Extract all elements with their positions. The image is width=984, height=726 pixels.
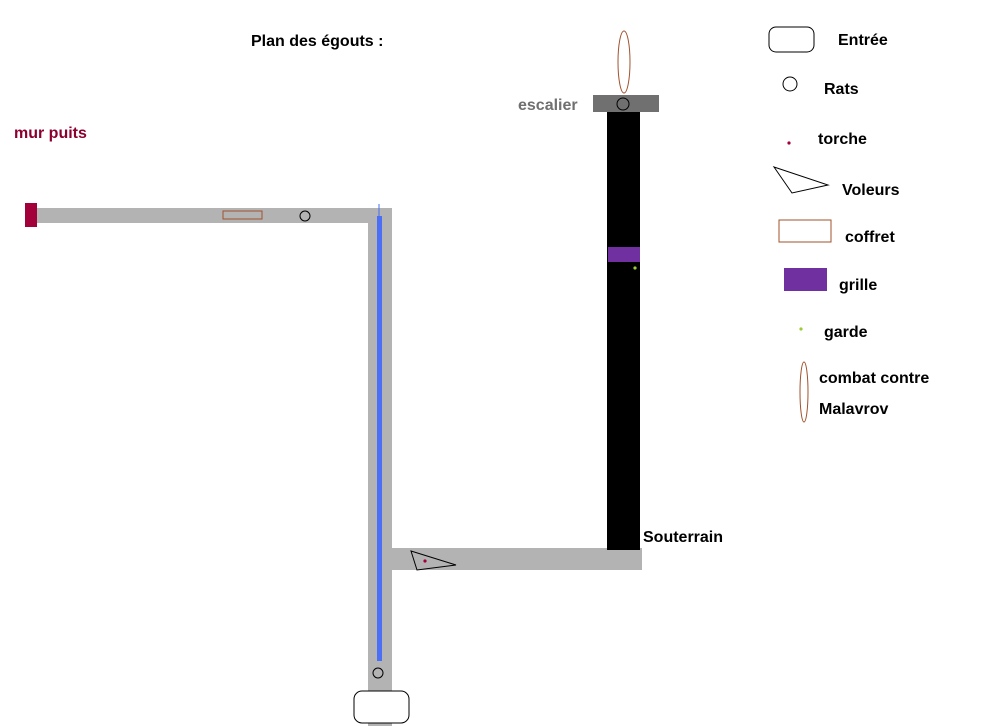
legend-rats-label: Rats bbox=[824, 81, 859, 98]
legend-chest-icon bbox=[778, 219, 832, 243]
dark-tunnel bbox=[607, 110, 640, 550]
legend-torch-label: torche bbox=[818, 131, 867, 148]
corridor-lower bbox=[392, 548, 642, 570]
legend-guard-icon bbox=[799, 327, 803, 331]
stairs-label: escalier bbox=[518, 97, 578, 114]
legend-grate-label: grille bbox=[839, 277, 878, 294]
water-channel bbox=[377, 216, 382, 661]
corridor-top bbox=[30, 208, 392, 223]
rat-map-2 bbox=[372, 667, 384, 679]
legend-boss-label-line2: Malavrov bbox=[819, 401, 889, 418]
legend-boss-label-line1: combat contre bbox=[819, 370, 930, 387]
rat-map-1 bbox=[299, 210, 311, 222]
legend-grate-icon bbox=[784, 268, 827, 291]
map-title: Plan des égouts : bbox=[251, 33, 384, 50]
legend-torch-icon bbox=[787, 141, 791, 145]
stairs-block bbox=[593, 95, 659, 112]
grate-map bbox=[608, 247, 640, 262]
wall-well-label: mur puits bbox=[14, 125, 87, 142]
legend-chest-label: coffret bbox=[845, 229, 895, 246]
guard-map bbox=[633, 266, 637, 270]
legend-boss-icon bbox=[799, 361, 809, 423]
well-wall bbox=[25, 203, 37, 227]
torch-map bbox=[423, 559, 427, 563]
legend-thieves-icon bbox=[772, 166, 830, 194]
legend-entrance-label: Entrée bbox=[838, 32, 888, 49]
rat-map-3 bbox=[616, 97, 630, 111]
entrance-map bbox=[353, 690, 410, 724]
thieves-map bbox=[410, 550, 457, 571]
legend-guard-label: garde bbox=[824, 324, 868, 341]
legend-entrance-icon bbox=[768, 26, 815, 53]
legend-rats-icon bbox=[782, 76, 798, 92]
underground-label: Souterrain bbox=[643, 529, 724, 546]
legend-thieves-label: Voleurs bbox=[842, 182, 900, 199]
chest-map bbox=[222, 210, 263, 220]
boss-map bbox=[617, 30, 631, 94]
